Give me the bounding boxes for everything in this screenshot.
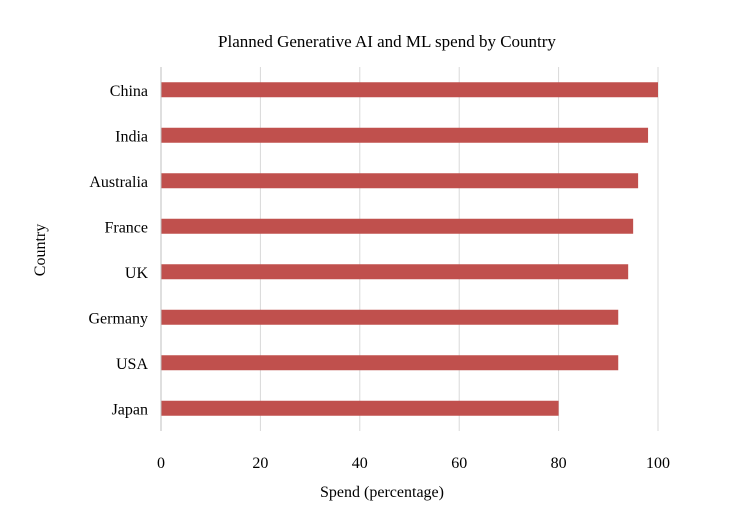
bar-australia xyxy=(161,173,639,189)
y-tick-label: Germany xyxy=(88,310,148,327)
y-axis-label: Country xyxy=(32,224,49,276)
y-tick-label: Japan xyxy=(112,401,148,418)
bar-germany xyxy=(161,309,619,325)
chart-title: Planned Generative AI and ML spend by Co… xyxy=(218,32,556,51)
y-tick-label: China xyxy=(110,83,148,100)
bar-uk xyxy=(161,264,629,280)
gridlines xyxy=(259,67,659,431)
x-tick-label: 40 xyxy=(352,455,368,472)
x-tick-labels: 0 20 40 60 80 100 xyxy=(157,455,670,472)
bar-japan xyxy=(161,400,559,416)
y-tick-label: France xyxy=(104,219,148,236)
bar-india xyxy=(161,127,649,143)
y-tick-label: UK xyxy=(125,265,149,282)
bar-usa xyxy=(161,355,619,371)
bar-china xyxy=(161,82,658,98)
x-tick-label: 60 xyxy=(451,455,467,472)
x-axis-label: Spend (percentage) xyxy=(320,484,444,501)
y-tick-label: USA xyxy=(116,356,148,373)
x-tick-label: 0 xyxy=(157,455,165,472)
y-tick-label: India xyxy=(115,128,148,145)
x-tick-label: 20 xyxy=(252,455,268,472)
y-tick-labels: China India Australia France UK Germany USA Jap… xyxy=(88,83,148,419)
bar-france xyxy=(161,218,634,234)
x-tick-label: 80 xyxy=(551,455,567,472)
x-tick-label: 100 xyxy=(646,455,670,472)
y-tick-label: Australia xyxy=(89,174,148,191)
bars xyxy=(161,82,658,416)
